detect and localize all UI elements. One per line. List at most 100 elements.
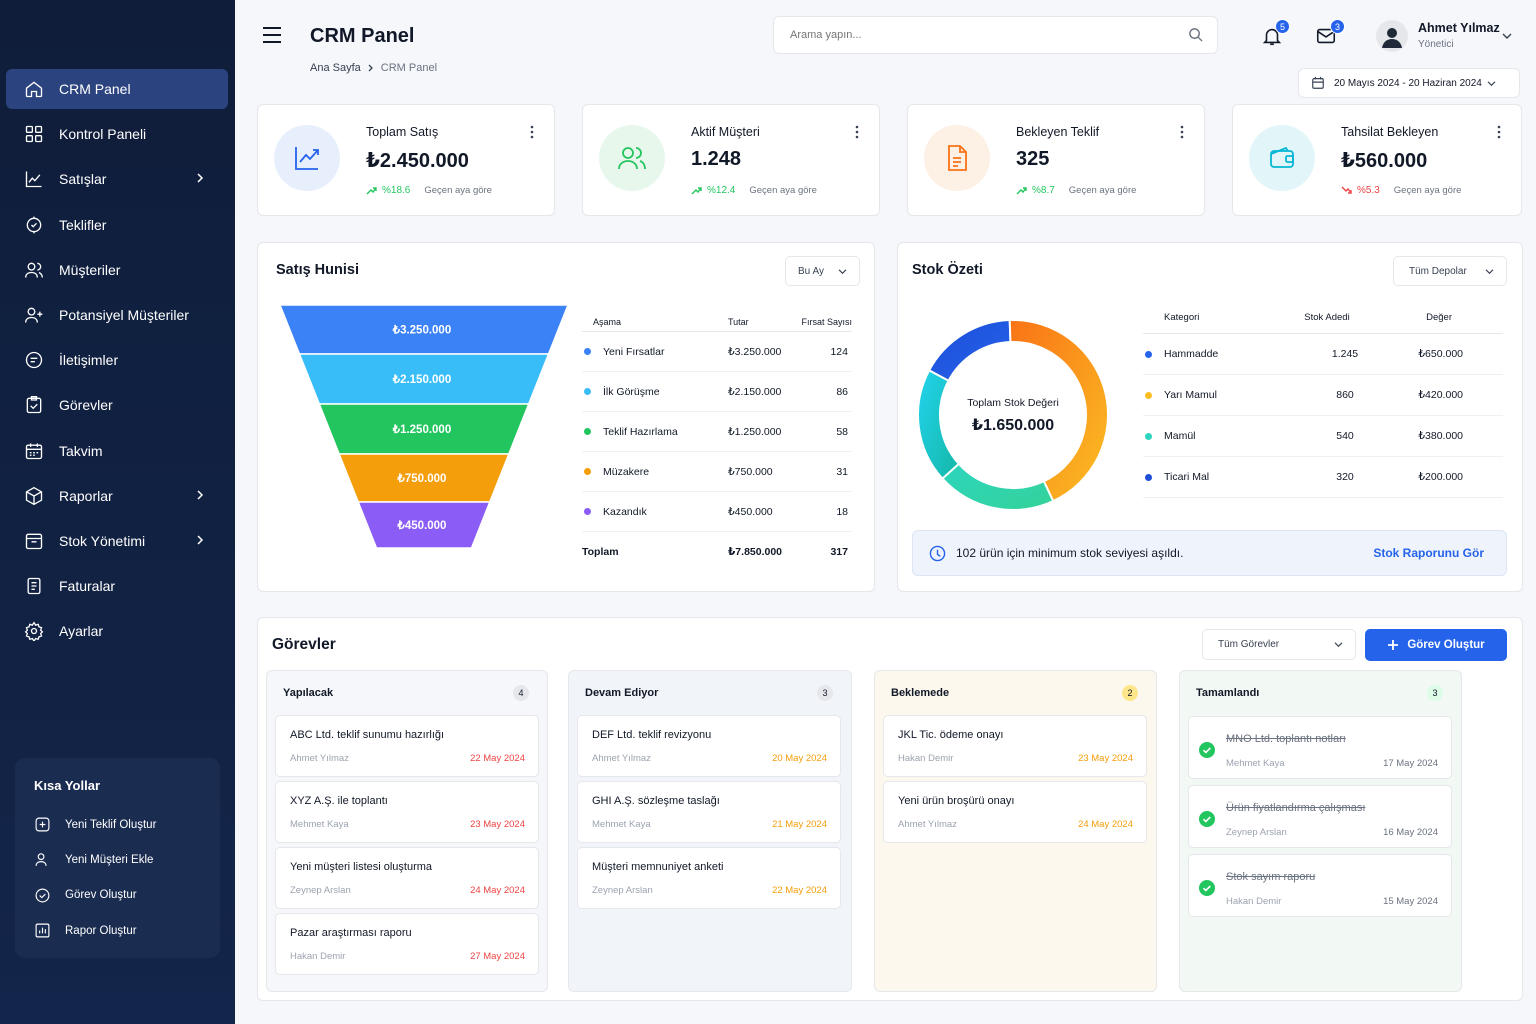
donut-center-label: Toplam Stok Değeri — [967, 397, 1059, 409]
sidebar-item-teklifler[interactable]: Teklifler — [6, 205, 228, 245]
kpi-change: %8.7 Geçen aya göre — [1016, 185, 1136, 196]
donut-segment[interactable] — [1008, 319, 1109, 503]
task-card[interactable]: Müşteri memnuniyet anketi Zeynep Arslan 22… — [577, 847, 841, 909]
task-title: Müşteri memnuniyet anketi — [592, 861, 724, 873]
kpi-change-value: %18.6 — [382, 185, 411, 196]
breadcrumb: Ana Sayfa CRM Panel — [310, 62, 437, 74]
donut-segment[interactable] — [917, 369, 961, 480]
sidebar-item-label: Faturalar — [59, 578, 116, 595]
sidebar-item-crm-panel[interactable]: CRM Panel — [6, 69, 228, 109]
task-assignee: Zeynep Arslan — [592, 885, 653, 896]
donut-segment[interactable] — [940, 462, 1055, 511]
more-vertical-icon[interactable] — [1180, 125, 1184, 139]
stock-qty: 1.245 — [1331, 348, 1359, 360]
kpi-compare: Geçen aya göre — [1393, 185, 1462, 196]
stock-value: ₺200.000 — [1418, 471, 1463, 483]
funnel-stage-cell: İlk Görüşme — [582, 386, 728, 398]
chevron-down-icon[interactable] — [1502, 32, 1512, 40]
task-card[interactable]: Yeni ürün broşürü onayı Ahmet Yılmaz 24 Ma… — [883, 781, 1147, 843]
info-icon — [929, 545, 946, 561]
create-task-button[interactable]: Görev Oluştur — [1365, 629, 1507, 661]
stage-color-dot — [584, 348, 591, 355]
task-title: Stok sayım raporu — [1226, 871, 1316, 883]
sidebar-item-potansiyel-musteriler[interactable]: Potansiyel Müşteriler — [6, 295, 228, 335]
box-icon — [25, 486, 43, 505]
date-range-picker[interactable]: 20 Mayıs 2024 - 20 Haziran 2024 — [1298, 68, 1520, 98]
funnel-stage-cell: Teklif Hazırlama — [582, 426, 728, 438]
shortcut-new-task[interactable]: Görev Oluştur — [34, 878, 220, 913]
stage-name: Yeni Fırsatlar — [603, 345, 665, 358]
search-input[interactable] — [773, 16, 1218, 54]
breadcrumb-home[interactable]: Ana Sayfa — [310, 62, 361, 74]
task-card[interactable]: Ürün fiyatlandırma çalışması Zeynep Arsla… — [1188, 785, 1452, 848]
sidebar-item-faturalar[interactable]: Faturalar — [6, 566, 228, 606]
sidebar-item-stok-yonetimi[interactable]: Stok Yönetimi — [6, 521, 228, 561]
stage-amount: ₺3.250.000 — [728, 345, 782, 358]
funnel-period-select[interactable]: Bu Ay — [785, 256, 860, 286]
calendar-icon — [1312, 76, 1324, 89]
task-card[interactable]: JKL Tic. ödeme onayı Hakan Demir 23 May 20… — [883, 715, 1147, 777]
sidebar-item-satislar[interactable]: Satışlar — [6, 159, 228, 199]
avatar[interactable] — [1376, 20, 1408, 52]
task-assignee: Mehmet Kaya — [290, 819, 349, 830]
stock-table-header: Kategori Stok Adedi Değer — [1143, 312, 1503, 334]
document-icon — [948, 145, 967, 171]
category-color-dot — [1145, 473, 1152, 481]
kpi-card-pending-collection: Tahsilat Bekleyen ₺560.000 %5.3 Geçen ay… — [1232, 104, 1522, 216]
kpi-change-value: %5.3 — [1357, 185, 1380, 196]
stage-color-dot — [584, 428, 591, 435]
stock-qty: 320 — [1336, 471, 1354, 483]
task-card[interactable]: Stok sayım raporu Hakan Demir 15 May 2024 — [1188, 854, 1452, 917]
sidebar-item-iletisimler[interactable]: İletişimler — [6, 340, 228, 380]
task-card[interactable]: Yeni müşteri listesi oluşturma Zeynep Ars… — [275, 847, 539, 909]
user-name[interactable]: Ahmet Yılmaz — [1418, 21, 1500, 35]
shortcut-new-offer[interactable]: Yeni Teklif Oluştur — [34, 807, 220, 842]
stage-amount: ₺2.150.000 — [728, 385, 782, 398]
sidebar-item-takvim[interactable]: Takvim — [6, 431, 228, 471]
more-vertical-icon[interactable] — [1497, 125, 1501, 139]
bell-icon[interactable] — [1261, 25, 1283, 47]
kpi-value: 1.248 — [691, 148, 742, 170]
stock-alert-text: 102 ürün için minimum stok seviyesi aşıl… — [956, 546, 1184, 560]
task-card[interactable]: DEF Ltd. teklif revizyonu Ahmet Yılmaz 20 … — [577, 715, 841, 777]
task-title: JKL Tic. ödeme onayı — [898, 729, 1004, 741]
donut-segment[interactable] — [927, 319, 1012, 383]
clipboard-icon — [26, 396, 42, 414]
category-name: Mamül — [1164, 430, 1196, 442]
more-vertical-icon[interactable] — [855, 125, 859, 139]
breadcrumb-current: CRM Panel — [380, 62, 438, 74]
more-vertical-icon[interactable] — [530, 125, 534, 139]
task-title: Ürün fiyatlandırma çalışması — [1226, 802, 1366, 814]
warehouse-select[interactable]: Tüm Depolar — [1393, 256, 1507, 286]
sidebar-item-label: Stok Yönetimi — [59, 532, 146, 549]
task-date: 16 May 2024 — [1383, 827, 1438, 838]
sidebar-item-musteriler[interactable]: Müşteriler — [6, 250, 228, 290]
sidebar-item-kontrol-paneli[interactable]: Kontrol Paneli — [6, 114, 228, 154]
funnel-segment[interactable] — [357, 501, 491, 549]
menu-icon[interactable] — [262, 26, 282, 44]
kpi-card-active-customers: Aktif Müşteri 1.248 %12.4 Geçen aya göre — [582, 104, 880, 216]
funnel-stage-cell: Kazandık — [582, 506, 728, 518]
search-icon[interactable] — [1188, 27, 1203, 42]
task-card[interactable]: Pazar araştırması raporu Hakan Demir 27 Ma… — [275, 913, 539, 975]
mail-icon[interactable] — [1315, 25, 1337, 47]
task-card[interactable]: XYZ A.Ş. ile toplantı Mehmet Kaya 23 May 2… — [275, 781, 539, 843]
users-icon — [25, 262, 43, 278]
page-title: CRM Panel — [310, 25, 415, 47]
task-card[interactable]: MNO Ltd. toplantı notları Mehmet Kaya 17 M… — [1188, 716, 1452, 779]
shortcut-new-customer[interactable]: Yeni Müşteri Ekle — [34, 842, 220, 877]
kpi-compare: Geçen aya göre — [424, 185, 492, 196]
task-card[interactable]: ABC Ltd. teklif sunumu hazırlığı Ahmet Yı… — [275, 715, 539, 777]
shortcut-new-report[interactable]: Rapor Oluştur — [34, 913, 220, 948]
stock-alert: 102 ürün için minimum stok seviyesi aşıl… — [912, 530, 1507, 576]
user-role: Yönetici — [1418, 39, 1454, 50]
sidebar-item-gorevler[interactable]: Görevler — [6, 385, 228, 425]
task-card[interactable]: GHI A.Ş. sözleşme taslağı Mehmet Kaya 21 M… — [577, 781, 841, 843]
chevron-right-icon — [197, 490, 204, 500]
sidebar-item-ayarlar[interactable]: Ayarlar — [6, 611, 228, 651]
kpi-value: ₺560.000 — [1341, 150, 1428, 172]
stock-report-link[interactable]: Stok Raporunu Gör — [1373, 546, 1484, 560]
task-filter-select[interactable]: Tüm Görevler — [1202, 629, 1356, 660]
funnel-total-amount: ₺7.850.000 — [728, 546, 783, 558]
sidebar-item-raporlar[interactable]: Raporlar — [6, 476, 228, 516]
